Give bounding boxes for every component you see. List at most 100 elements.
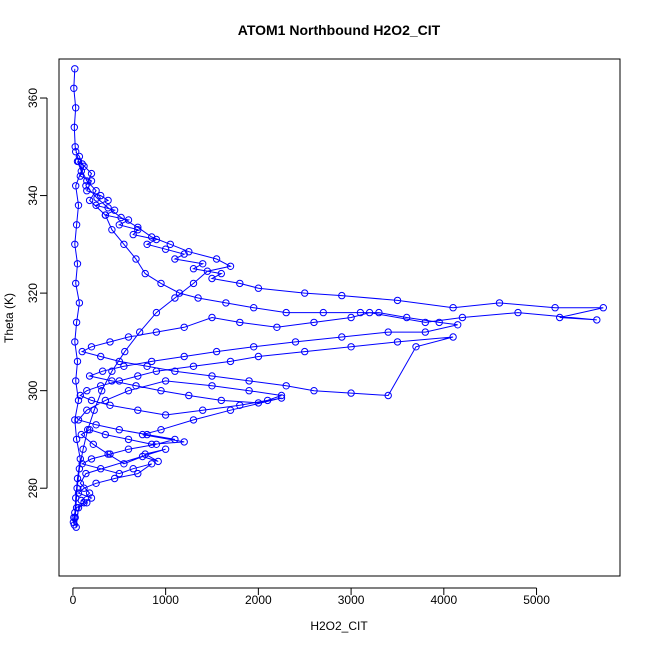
data-point	[189, 279, 198, 288]
data-point	[514, 308, 522, 317]
data-point	[79, 445, 87, 453]
data-point	[71, 513, 79, 522]
data-point	[347, 343, 355, 351]
data-point	[72, 504, 81, 512]
data-point	[78, 347, 86, 356]
data-point	[87, 343, 96, 351]
x-tick-label: 3000	[338, 593, 365, 607]
data-point	[82, 182, 90, 190]
data-point	[132, 255, 140, 263]
y-tick-label: 280	[26, 478, 40, 498]
data-point	[124, 445, 133, 453]
data-point	[72, 435, 81, 444]
data-point	[347, 389, 355, 397]
data-point	[108, 226, 116, 234]
data-point	[115, 377, 124, 385]
data-point	[157, 426, 165, 434]
x-tick-label: 2000	[245, 593, 272, 607]
data-point	[90, 406, 98, 414]
data-point	[338, 291, 346, 300]
data-point	[77, 430, 86, 439]
data-point	[83, 177, 91, 185]
data-point	[104, 450, 112, 458]
data-point	[89, 440, 98, 448]
data-point	[245, 377, 253, 385]
data-point	[129, 230, 137, 239]
y-tick-label: 300	[26, 380, 40, 400]
x-tick-label: 0	[70, 593, 77, 607]
data-point	[124, 387, 133, 395]
data-point	[148, 440, 156, 448]
data-point	[412, 343, 420, 351]
data-point	[87, 494, 96, 502]
data-point	[84, 426, 92, 434]
data-point	[199, 406, 207, 414]
data-point	[403, 313, 411, 322]
data-point	[152, 328, 161, 336]
data-point	[148, 233, 156, 241]
y-tick-label: 320	[26, 283, 40, 303]
data-point	[245, 387, 253, 395]
data-point	[117, 213, 125, 222]
data-point	[454, 321, 462, 329]
data-point	[282, 308, 290, 317]
x-tick-label: 4000	[430, 593, 457, 607]
data-point	[384, 391, 392, 400]
data-point	[152, 308, 161, 317]
chart-title: ATOM1 Northbound H2O2_CIT	[238, 22, 441, 38]
data-point	[121, 347, 129, 356]
data-point	[273, 323, 281, 331]
data-point	[92, 187, 100, 195]
data-point	[180, 250, 188, 258]
data-point	[152, 440, 161, 448]
data-point	[110, 206, 119, 214]
data-point	[180, 438, 188, 446]
data-point	[74, 504, 83, 512]
data-point	[217, 269, 226, 278]
data-point	[80, 484, 88, 492]
data-series	[69, 65, 607, 531]
data-point	[136, 328, 144, 336]
data-point	[157, 279, 165, 288]
data-point	[75, 152, 84, 161]
data-point	[138, 430, 147, 439]
data-point	[85, 489, 94, 497]
data-point	[180, 352, 188, 361]
data-point	[556, 313, 564, 322]
data-point	[310, 318, 318, 327]
data-point	[226, 262, 235, 270]
x-axis: 0 1000 2000 3000 4000 5000	[70, 587, 550, 607]
data-point	[74, 416, 83, 424]
data-point	[393, 296, 402, 305]
data-point	[76, 391, 85, 400]
data-point	[71, 416, 79, 424]
data-point	[73, 357, 82, 366]
data-point	[134, 469, 142, 478]
data-point	[85, 426, 94, 434]
data-point	[236, 318, 244, 327]
data-point	[71, 143, 79, 151]
data-point	[180, 323, 188, 331]
data-point	[161, 411, 170, 419]
data-point	[71, 508, 79, 517]
data-point	[76, 455, 85, 463]
data-point	[301, 347, 309, 356]
y-axis-label: Theta (K)	[2, 293, 16, 343]
data-point	[166, 240, 175, 249]
data-point	[435, 318, 443, 327]
data-point	[101, 211, 110, 219]
data-point	[78, 160, 86, 168]
data-point	[97, 352, 105, 361]
data-point	[73, 484, 81, 492]
data-point	[87, 455, 96, 463]
data-point	[85, 196, 94, 205]
data-point	[101, 396, 110, 405]
data-point	[154, 457, 162, 466]
data-point	[143, 362, 151, 370]
x-tick-label: 1000	[152, 593, 179, 607]
data-point	[254, 352, 263, 361]
data-point	[148, 357, 156, 366]
data-point	[77, 167, 86, 175]
data-point	[72, 279, 80, 288]
data-point	[599, 304, 607, 312]
